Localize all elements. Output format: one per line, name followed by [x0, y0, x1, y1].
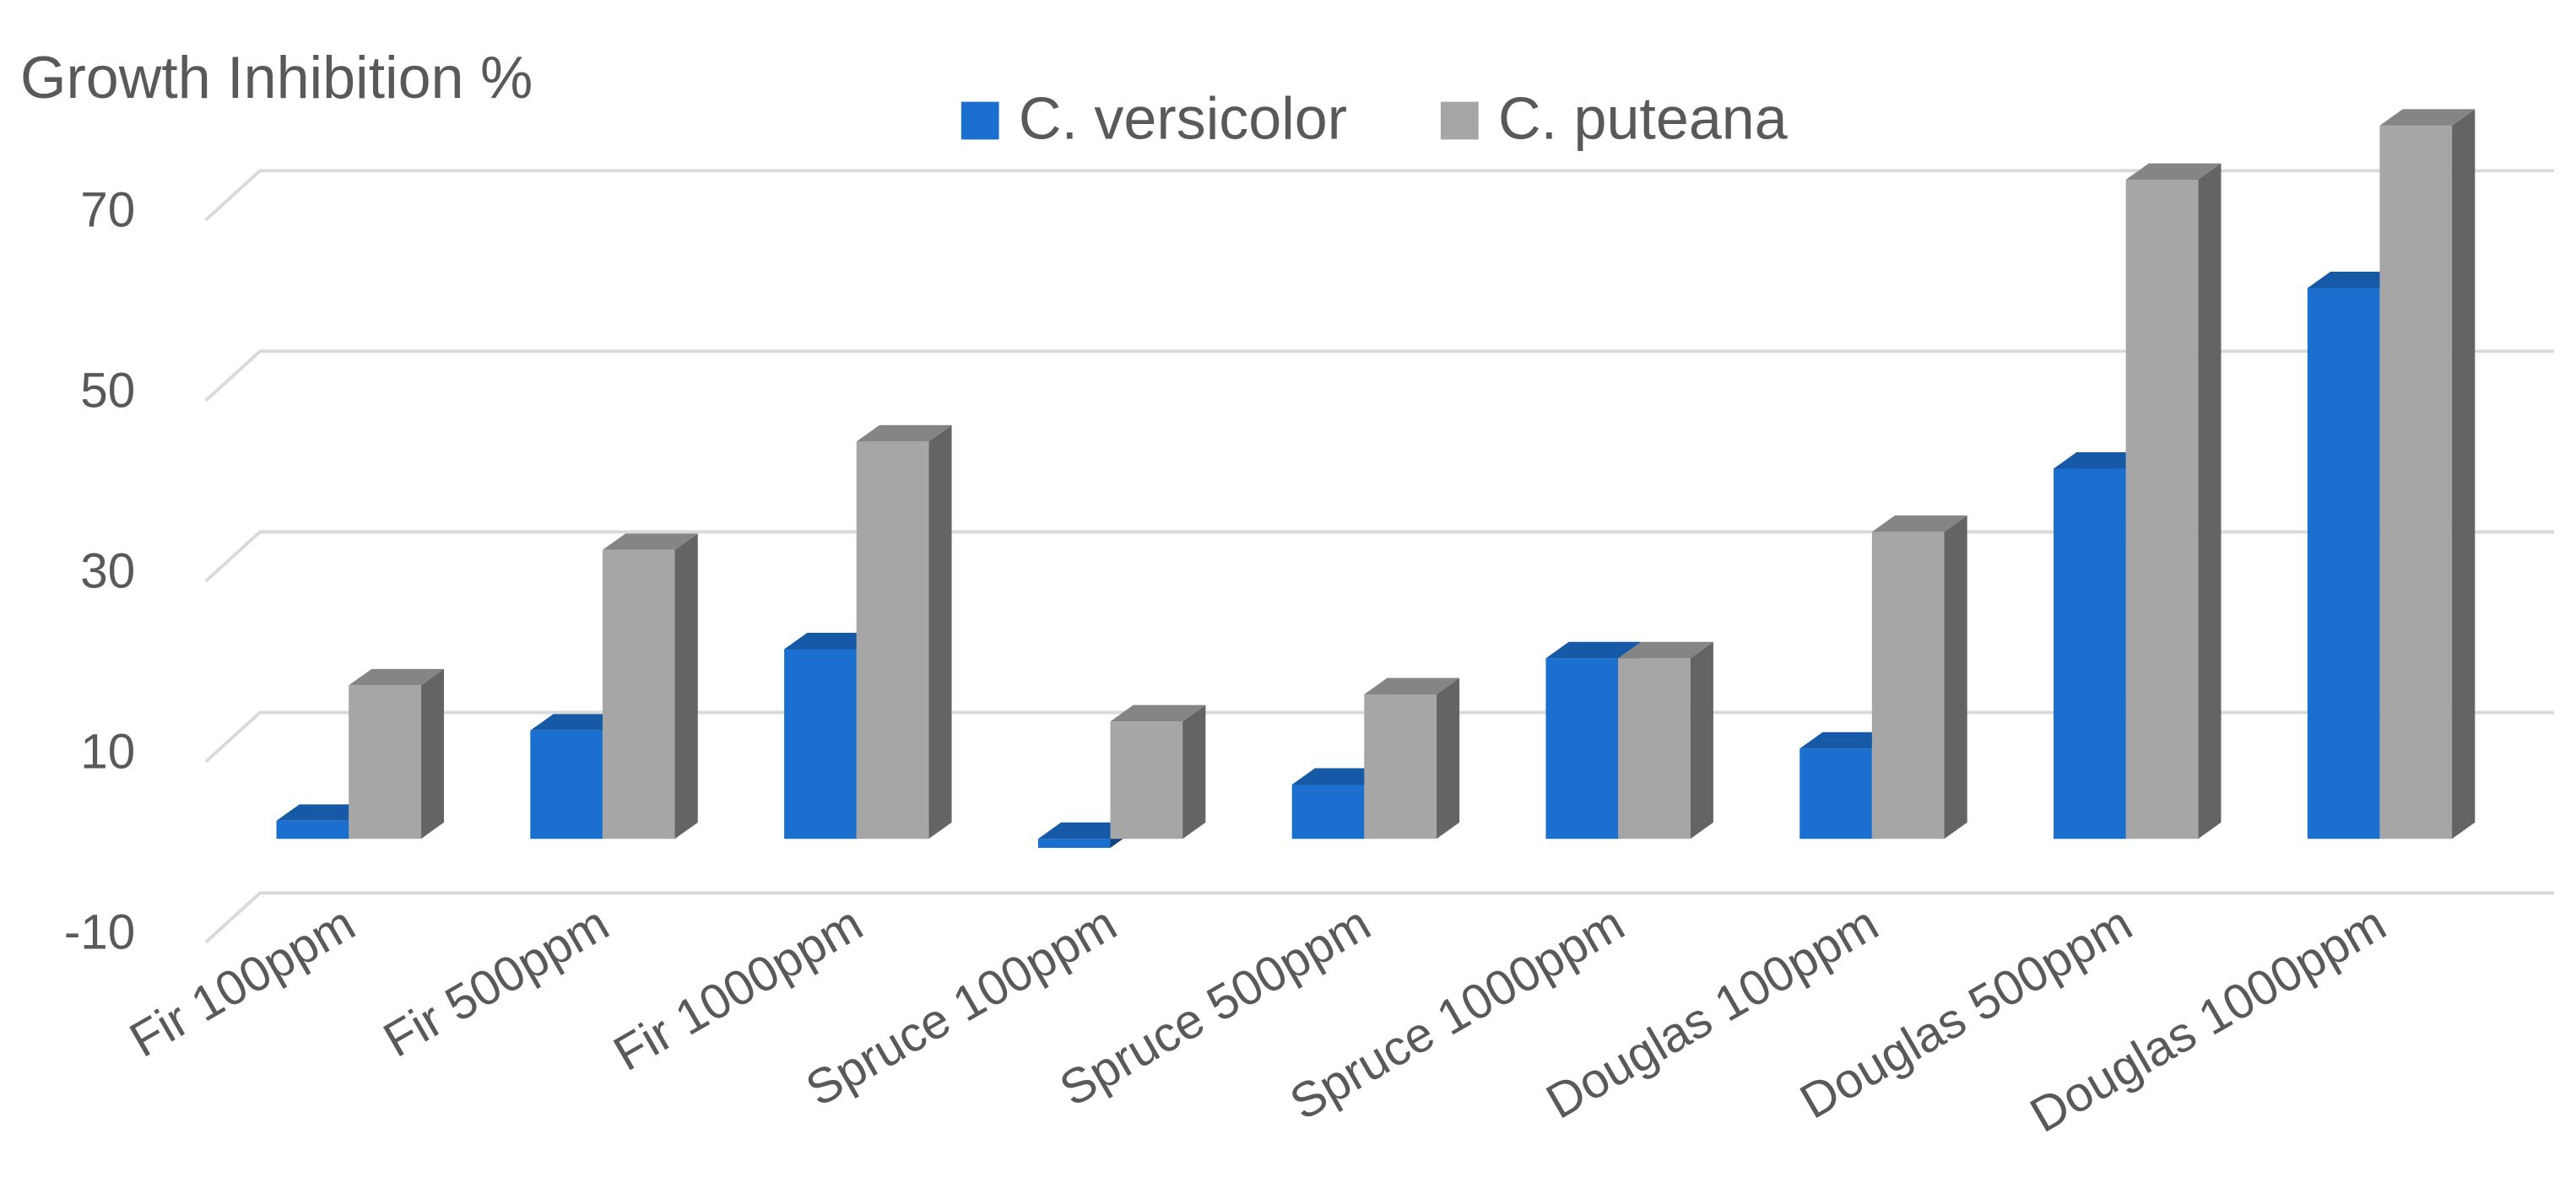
y-axis-label: Growth Inhibition %	[20, 45, 533, 111]
bar	[856, 441, 929, 840]
bar-top	[1545, 641, 1642, 659]
bar	[1799, 748, 1872, 840]
bar	[2379, 125, 2453, 840]
bar	[276, 820, 349, 840]
y-tick-label: 70	[80, 182, 135, 237]
y-tick-label: 10	[80, 724, 135, 779]
bar	[2307, 288, 2380, 840]
bar	[1037, 839, 1111, 848]
y-tick-label: 50	[80, 363, 135, 418]
bar	[1291, 785, 1365, 840]
bar-top	[349, 668, 444, 686]
grid-line	[204, 530, 2555, 583]
legend-swatch	[1440, 101, 1479, 140]
bar	[530, 730, 603, 840]
bar-top	[276, 804, 372, 821]
bar-top	[1291, 768, 1388, 785]
bar-top	[784, 633, 879, 650]
bar-top	[1799, 732, 1896, 749]
bar	[784, 649, 857, 840]
bar-side	[420, 668, 444, 840]
legend-swatch	[961, 101, 999, 140]
bar-side	[1690, 641, 1713, 840]
bar-top	[2307, 271, 2403, 289]
bar	[2125, 180, 2199, 840]
grid-line	[204, 169, 2555, 222]
bar-side	[2198, 163, 2222, 840]
y-tick-label: -10	[64, 904, 135, 959]
grid-line	[204, 891, 2555, 944]
bar-top	[1364, 678, 1460, 694]
y-tick-label: 30	[80, 543, 135, 598]
bar	[2054, 468, 2126, 840]
bar-top	[530, 714, 626, 731]
grid-line	[204, 349, 2555, 402]
bar-top	[2379, 109, 2476, 126]
bar-top	[856, 424, 952, 442]
bar	[1618, 658, 1691, 840]
bar-top	[1110, 705, 1206, 722]
bar	[349, 685, 421, 840]
bar	[1545, 658, 1619, 840]
bar-side	[674, 533, 698, 840]
bar-top	[1618, 641, 1713, 659]
bar-top	[2054, 452, 2149, 469]
bar-side	[2452, 109, 2476, 840]
bar-top	[1871, 515, 1967, 532]
bar-side	[1182, 705, 1206, 840]
bar	[1871, 532, 1945, 840]
legend-label: C. versicolor	[1019, 85, 1347, 151]
x-tick-label: Fir 500ppm	[375, 896, 618, 1068]
legend-label: C. puteana	[1498, 85, 1788, 151]
bar-top	[2125, 163, 2222, 181]
bar-side	[1436, 678, 1460, 840]
grid-line	[204, 710, 2555, 764]
bar	[1110, 721, 1183, 840]
x-tick-label: Fir 100ppm	[121, 896, 364, 1068]
bar-top	[602, 533, 698, 550]
bar-top	[1037, 822, 1134, 840]
bar	[602, 549, 675, 840]
bar	[1364, 694, 1437, 840]
bar-side	[1944, 515, 1967, 840]
bar-side	[928, 424, 952, 840]
